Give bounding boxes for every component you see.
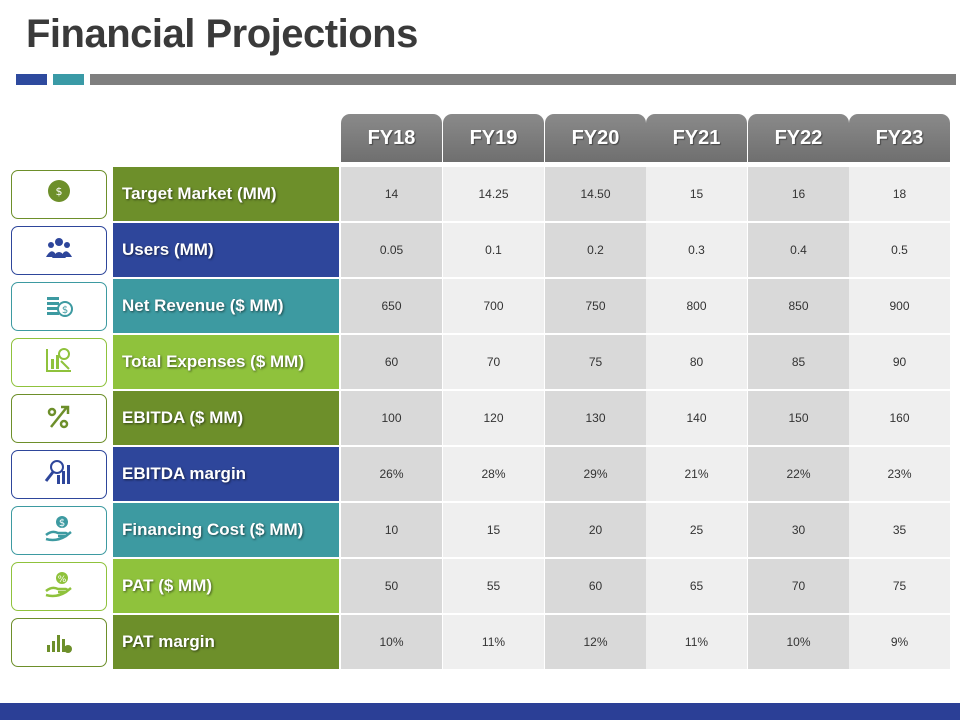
accent-bar-teal bbox=[53, 74, 84, 85]
row-icon-box: $ bbox=[11, 170, 107, 219]
percent-hand-icon: % bbox=[43, 569, 75, 604]
bar-chart-icon bbox=[43, 625, 75, 660]
table-cell: 650 bbox=[341, 279, 442, 333]
table-cell: 85 bbox=[748, 335, 849, 389]
row-label: Net Revenue ($ MM) bbox=[113, 279, 339, 333]
row-label: Users (MM) bbox=[113, 223, 339, 277]
row-label: Financing Cost ($ MM) bbox=[113, 503, 339, 557]
table-cell: 26% bbox=[341, 447, 442, 501]
table-cell: 10% bbox=[341, 615, 442, 669]
row-icon-box: $ bbox=[11, 506, 107, 555]
table-cell: 9% bbox=[849, 615, 950, 669]
table-cell: 11% bbox=[646, 615, 747, 669]
row-label: PAT ($ MM) bbox=[113, 559, 339, 613]
table-cell: 75 bbox=[849, 559, 950, 613]
row-label: Total Expenses ($ MM) bbox=[113, 335, 339, 389]
svg-text:$: $ bbox=[62, 305, 68, 316]
users-icon bbox=[43, 233, 75, 268]
table-cell: 10 bbox=[341, 503, 442, 557]
table-cell: 15 bbox=[443, 503, 544, 557]
svg-text:%: % bbox=[58, 575, 67, 585]
table-cell: 50 bbox=[341, 559, 442, 613]
row-label: Target Market (MM) bbox=[113, 167, 339, 221]
table-cell: 55 bbox=[443, 559, 544, 613]
table-cell: 800 bbox=[646, 279, 747, 333]
table-cell: 15 bbox=[646, 167, 747, 221]
table-cell: 150 bbox=[748, 391, 849, 445]
table-cell: 160 bbox=[849, 391, 950, 445]
table-cell: 11% bbox=[443, 615, 544, 669]
row-icon-box bbox=[11, 338, 107, 387]
table-cell: 750 bbox=[545, 279, 646, 333]
table-cell: 14.25 bbox=[443, 167, 544, 221]
table-cell: 140 bbox=[646, 391, 747, 445]
expense-chart-icon bbox=[43, 345, 75, 380]
row-icon-box: % bbox=[11, 562, 107, 611]
table-cell: 14.50 bbox=[545, 167, 646, 221]
table-cell: 0.2 bbox=[545, 223, 646, 277]
table-cell: 100 bbox=[341, 391, 442, 445]
row-icon-box bbox=[11, 394, 107, 443]
percent-arrow-icon bbox=[43, 401, 75, 436]
table-cell: 120 bbox=[443, 391, 544, 445]
table-cell: 16 bbox=[748, 167, 849, 221]
dollar-hand-icon: $ bbox=[43, 513, 75, 548]
table-cell: 12% bbox=[545, 615, 646, 669]
table-cell: 70 bbox=[443, 335, 544, 389]
table-cell: 14 bbox=[341, 167, 442, 221]
table-cell: 30 bbox=[748, 503, 849, 557]
year-header-fy18: FY18 bbox=[341, 114, 442, 162]
table-cell: 28% bbox=[443, 447, 544, 501]
table-cell: 0.4 bbox=[748, 223, 849, 277]
accent-bar-gray bbox=[90, 74, 956, 85]
row-icon-box bbox=[11, 618, 107, 667]
table-cell: 25 bbox=[646, 503, 747, 557]
row-label: PAT margin bbox=[113, 615, 339, 669]
year-header-fy21: FY21 bbox=[646, 114, 747, 162]
page-title: Financial Projections bbox=[26, 12, 418, 56]
table-cell: 60 bbox=[341, 335, 442, 389]
svg-text:$: $ bbox=[59, 518, 65, 529]
year-header-fy22: FY22 bbox=[748, 114, 849, 162]
row-label: EBITDA ($ MM) bbox=[113, 391, 339, 445]
table-cell: 60 bbox=[545, 559, 646, 613]
table-cell: 70 bbox=[748, 559, 849, 613]
row-icon-box bbox=[11, 450, 107, 499]
table-cell: 22% bbox=[748, 447, 849, 501]
year-header-fy19: FY19 bbox=[443, 114, 544, 162]
coin-stack-icon: $ bbox=[43, 289, 75, 324]
magnifier-chart-icon bbox=[43, 457, 75, 492]
year-header-fy20: FY20 bbox=[545, 114, 646, 162]
footer-bar bbox=[0, 703, 960, 720]
table-cell: 65 bbox=[646, 559, 747, 613]
table-cell: 75 bbox=[545, 335, 646, 389]
table-cell: 130 bbox=[545, 391, 646, 445]
table-cell: 0.05 bbox=[341, 223, 442, 277]
table-cell: 90 bbox=[849, 335, 950, 389]
table-cell: 10% bbox=[748, 615, 849, 669]
table-cell: 23% bbox=[849, 447, 950, 501]
table-cell: 0.5 bbox=[849, 223, 950, 277]
table-cell: 29% bbox=[545, 447, 646, 501]
table-cell: 35 bbox=[849, 503, 950, 557]
table-cell: 21% bbox=[646, 447, 747, 501]
svg-text:$: $ bbox=[56, 185, 63, 198]
table-cell: 0.1 bbox=[443, 223, 544, 277]
year-header-fy23: FY23 bbox=[849, 114, 950, 162]
row-icon-box: $ bbox=[11, 282, 107, 331]
row-icon-box bbox=[11, 226, 107, 275]
table-cell: 20 bbox=[545, 503, 646, 557]
money-hand-icon: $ bbox=[43, 177, 75, 212]
table-cell: 18 bbox=[849, 167, 950, 221]
table-cell: 80 bbox=[646, 335, 747, 389]
table-cell: 0.3 bbox=[646, 223, 747, 277]
table-cell: 700 bbox=[443, 279, 544, 333]
table-cell: 900 bbox=[849, 279, 950, 333]
accent-bar-blue bbox=[16, 74, 47, 85]
row-label: EBITDA margin bbox=[113, 447, 339, 501]
table-cell: 850 bbox=[748, 279, 849, 333]
